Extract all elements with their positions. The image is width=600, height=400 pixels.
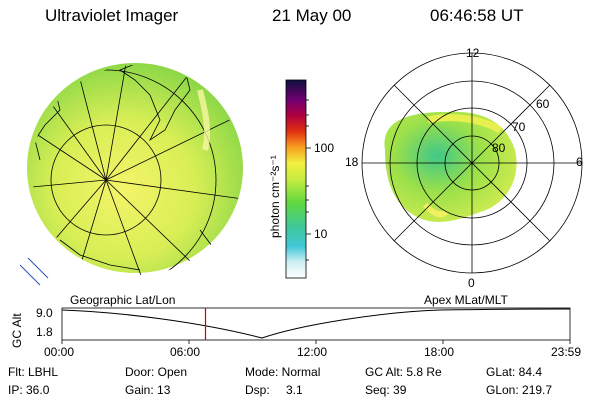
colorbar-unit-label: photon cm⁻²s⁻¹ xyxy=(268,155,282,238)
gain-status: Gain: 13 xyxy=(125,383,171,397)
altitude-curve xyxy=(61,308,571,339)
mlat-label-80: 80 xyxy=(492,141,506,155)
mlat-label-70: 70 xyxy=(512,120,526,134)
geographic-map xyxy=(19,63,243,286)
mlt-polar-plot xyxy=(361,52,583,274)
seq-status: Seq: 39 xyxy=(365,383,407,397)
filter-status: Flt: LBHL xyxy=(8,365,59,379)
dsp-value: 3.1 xyxy=(286,383,303,397)
mlt-label-6: 6 xyxy=(576,155,583,169)
altitude-xtick-1800: 18:00 xyxy=(424,345,455,359)
dsp-label: Dsp: xyxy=(245,383,270,397)
door-status: Door: Open xyxy=(125,365,188,379)
instrument-title: Ultraviolet Imager xyxy=(45,6,179,25)
altitude-xtick-0600: 06:00 xyxy=(170,345,201,359)
gc-alt-status: GC Alt: 5.8 Re xyxy=(365,365,442,379)
altitude-ylabel: GC Alt xyxy=(10,313,24,348)
altitude-ytick-bottom: 1.8 xyxy=(36,325,53,339)
glat-status: GLat: 84.4 xyxy=(486,365,543,379)
colorbar-tick-10: 10 xyxy=(314,227,328,241)
altitude-plot-frame xyxy=(61,307,571,341)
altitude-ytick-top: 9.0 xyxy=(36,306,53,320)
mlt-label-0: 0 xyxy=(468,276,475,290)
time-label: 06:46:58 UT xyxy=(430,6,524,25)
mode-status: Mode: Normal xyxy=(245,365,321,379)
mlt-label-12: 12 xyxy=(466,46,480,60)
altitude-plot xyxy=(61,307,571,344)
ip-status: IP: 36.0 xyxy=(8,383,50,397)
aurora-image-right xyxy=(384,111,517,223)
colorbar xyxy=(285,79,311,279)
aurora-image-left xyxy=(27,63,243,273)
date-label: 21 May 00 xyxy=(272,6,352,25)
altitude-xtick-1200: 12:00 xyxy=(297,345,328,359)
colorbar-tick-100: 100 xyxy=(314,141,335,155)
right-panel-caption: Apex MLat/MLT xyxy=(424,293,508,307)
left-panel-caption: Geographic Lat/Lon xyxy=(70,293,176,307)
altitude-xtick-2359: 23:59 xyxy=(551,345,582,359)
mlat-label-60: 60 xyxy=(536,97,550,111)
altitude-xtick-0000: 00:00 xyxy=(44,345,75,359)
mlt-label-18: 18 xyxy=(345,155,359,169)
glon-status: GLon: 219.7 xyxy=(486,383,553,397)
